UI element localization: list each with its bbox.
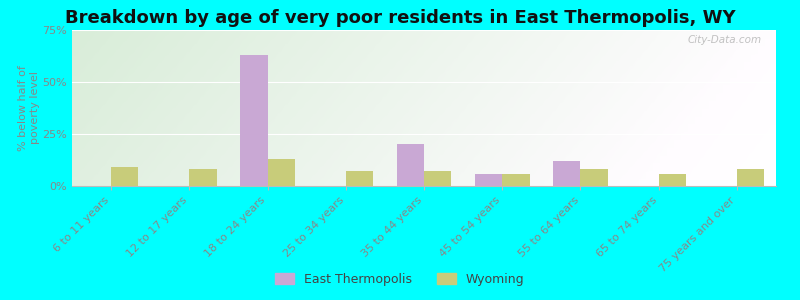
Legend: East Thermopolis, Wyoming: East Thermopolis, Wyoming <box>270 268 530 291</box>
Text: Breakdown by age of very poor residents in East Thermopolis, WY: Breakdown by age of very poor residents … <box>65 9 735 27</box>
Bar <box>737 169 764 186</box>
Bar <box>346 171 373 186</box>
Bar <box>581 169 608 186</box>
Bar <box>240 55 267 186</box>
Bar <box>424 171 451 186</box>
Bar <box>502 173 530 186</box>
Bar <box>111 167 138 186</box>
Bar <box>397 144 424 186</box>
Bar <box>190 169 217 186</box>
Bar <box>475 173 502 186</box>
Bar <box>267 159 295 186</box>
Text: City-Data.com: City-Data.com <box>688 35 762 45</box>
Y-axis label: % below half of
poverty level: % below half of poverty level <box>18 65 40 151</box>
Bar <box>553 161 581 186</box>
Bar <box>658 173 686 186</box>
